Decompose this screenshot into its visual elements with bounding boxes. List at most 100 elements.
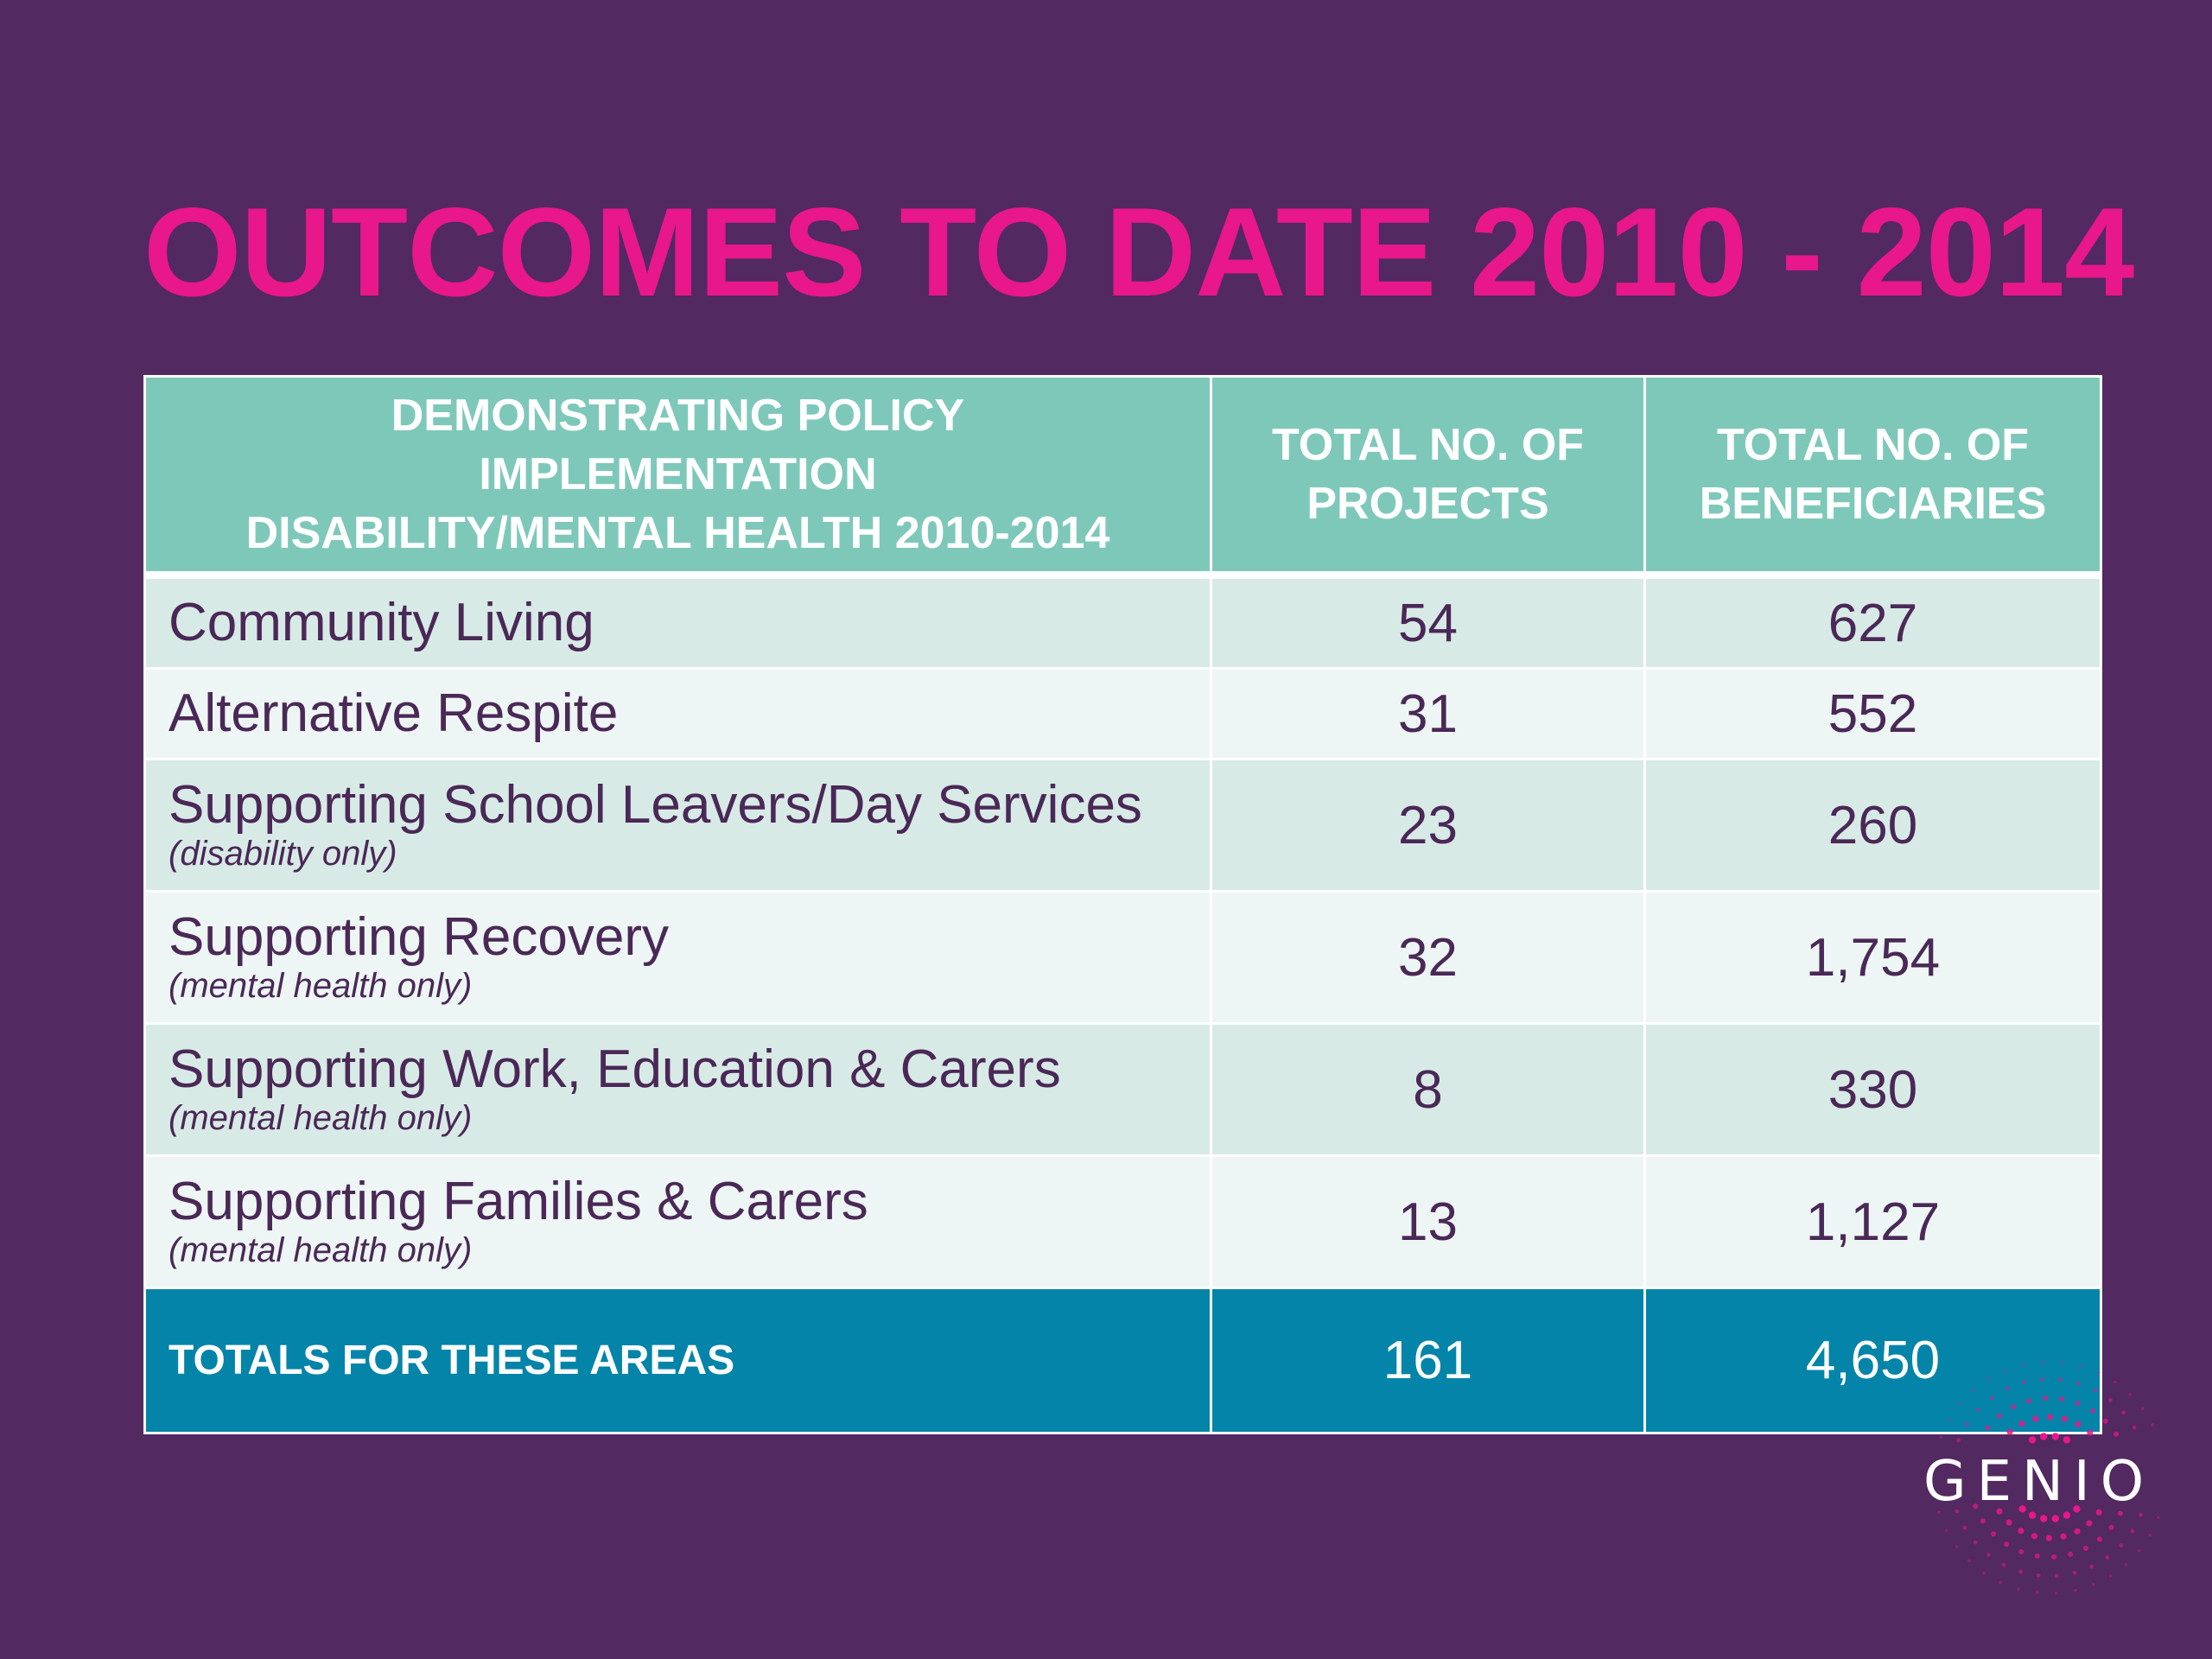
- logo-dot: [2113, 1380, 2117, 1384]
- logo-dots-graphic: [1937, 1360, 2160, 1595]
- logo-dot: [2074, 1588, 2077, 1592]
- logo-dot: [2059, 1396, 2065, 1402]
- logo-dot: [2090, 1408, 2095, 1414]
- projects-cell: 32: [1210, 891, 1646, 1025]
- logo-dot: [2105, 1555, 2110, 1560]
- logo-dot: [1997, 1413, 2002, 1419]
- logo-dot: [2060, 1533, 2067, 1540]
- logo-dot: [2095, 1509, 2102, 1516]
- logo-dot: [2082, 1545, 2088, 1551]
- logo-dot: [2047, 1414, 2054, 1421]
- area-cell: Supporting Recovery (mental health only): [143, 891, 1212, 1025]
- logo-dot: [2018, 1528, 2024, 1535]
- header-line: TOTAL NO. OF: [1271, 420, 1585, 470]
- logo-dot: [2028, 1511, 2037, 1519]
- logo-dot: [1964, 1421, 1969, 1427]
- logo-dot: [2018, 1548, 2024, 1554]
- area-name: Supporting Families & Carers: [168, 1172, 868, 1231]
- projects-cell: 8: [1210, 1023, 1646, 1157]
- area-note: (disability only): [168, 835, 397, 873]
- header-line: DEMONSTRATING POLICY: [391, 391, 965, 441]
- logo-dot: [2032, 1415, 2039, 1422]
- area-name: Supporting Recovery: [168, 907, 669, 967]
- logo-dot: [2108, 1574, 2113, 1578]
- logo-dot: [1991, 1531, 1997, 1537]
- logo-dot: [2058, 1377, 2063, 1382]
- table-row: Community Living 54 627: [143, 575, 2102, 670]
- logo-dot: [2148, 1533, 2152, 1537]
- table-row: Supporting Recovery (mental health only)…: [143, 891, 2102, 1025]
- area-cell: Supporting Work, Education & Carers (men…: [143, 1023, 1212, 1157]
- projects-cell: 31: [1210, 668, 1646, 760]
- logo-dot: [2001, 1562, 2006, 1567]
- logo-dot: [2121, 1410, 2126, 1415]
- logo-dot: [1956, 1438, 1961, 1443]
- header-line: BENEFICIARIES: [1699, 479, 2047, 529]
- area-note: (mental health only): [168, 1231, 473, 1269]
- logo-dot: [2004, 1369, 2007, 1372]
- logo-dot: [2079, 1364, 2082, 1368]
- logo-dot: [2097, 1536, 2102, 1542]
- totals-beneficiaries: 4,650: [1643, 1287, 2102, 1433]
- logo-dot: [2132, 1425, 2137, 1430]
- logo-dot: [2011, 1404, 2017, 1410]
- logo-dot: [2074, 1528, 2081, 1535]
- logo-dot: [2022, 1380, 2027, 1385]
- logo-dot: [2034, 1553, 2040, 1559]
- beneficiaries-cell: 552: [1643, 668, 2102, 760]
- logo-dot: [2018, 1421, 2025, 1427]
- logo-dot: [1971, 1389, 1975, 1393]
- logo-dot: [2151, 1423, 2155, 1427]
- area-cell: Alternative Respite: [143, 668, 1212, 760]
- table-row: Supporting School Leavers/Day Services (…: [143, 759, 2102, 893]
- logo-dot: [2051, 1554, 2056, 1560]
- logo-dot: [2017, 1587, 2020, 1591]
- logo-dot: [2093, 1388, 2098, 1393]
- logo-dot: [2137, 1549, 2141, 1553]
- area-name: Supporting School Leavers/Day Services: [168, 775, 1142, 835]
- logo-dot: [2061, 1415, 2068, 1422]
- table-row: Supporting Work, Education & Carers (men…: [143, 1023, 2102, 1157]
- logo-dot: [1973, 1540, 1978, 1545]
- logo-dot: [1985, 1425, 1991, 1431]
- logo-dot: [1947, 1418, 1951, 1422]
- header-line: DISABILITY/MENTAL HEALTH 2010-2014: [245, 508, 1110, 558]
- logo-dot: [2075, 1401, 2081, 1407]
- logo-dot: [1967, 1559, 1971, 1563]
- logo-dot: [2130, 1529, 2135, 1534]
- logo-dot: [2113, 1431, 2120, 1437]
- logo-dot: [2087, 1429, 2094, 1436]
- logo-dot: [1982, 1571, 1986, 1575]
- logo-dot: [2063, 1511, 2071, 1519]
- logo-dot: [1989, 1395, 1994, 1400]
- header-line: IMPLEMENTATION: [479, 449, 877, 499]
- projects-cell: 13: [1210, 1155, 1646, 1289]
- header-policy-area: DEMONSTRATING POLICY IMPLEMENTATION DISA…: [143, 376, 1212, 579]
- logo-dot: [1973, 1503, 1979, 1510]
- logo-dot: [1937, 1510, 1942, 1515]
- logo-dot: [2102, 1418, 2108, 1424]
- logo-dot: [1986, 1553, 1991, 1557]
- table-row: Supporting Families & Carers (mental hea…: [143, 1155, 2102, 1289]
- projects-cell: 23: [1210, 759, 1646, 893]
- logo-dot: [2005, 1519, 2012, 1526]
- logo-dot: [2035, 1591, 2039, 1594]
- logo-dot: [2108, 1398, 2113, 1402]
- logo-dot: [2022, 1363, 2025, 1367]
- beneficiaries-cell: 330: [1643, 1023, 2102, 1157]
- logo-dot: [2118, 1510, 2123, 1516]
- area-cell: Community Living: [143, 575, 1212, 670]
- slide-title: OUTCOMES TO DATE 2010 - 2014: [143, 181, 2134, 322]
- logo-dot: [1980, 1518, 1986, 1524]
- logo-dot: [2140, 1407, 2145, 1411]
- area-name: Supporting Work, Education & Carers: [168, 1039, 1061, 1099]
- logo-dot: [1996, 1508, 2003, 1515]
- logo-dot: [2040, 1515, 2048, 1522]
- beneficiaries-cell: 1,127: [1643, 1155, 2102, 1289]
- logo-dot: [2119, 1543, 2124, 1548]
- logo-dot: [2040, 1433, 2048, 1440]
- header-total-beneficiaries: TOTAL NO. OF BENEFICIARIES: [1643, 376, 2102, 579]
- header-line: PROJECTS: [1306, 479, 1549, 529]
- logo-dot: [2006, 1428, 2013, 1435]
- totals-projects: 161: [1210, 1287, 1646, 1433]
